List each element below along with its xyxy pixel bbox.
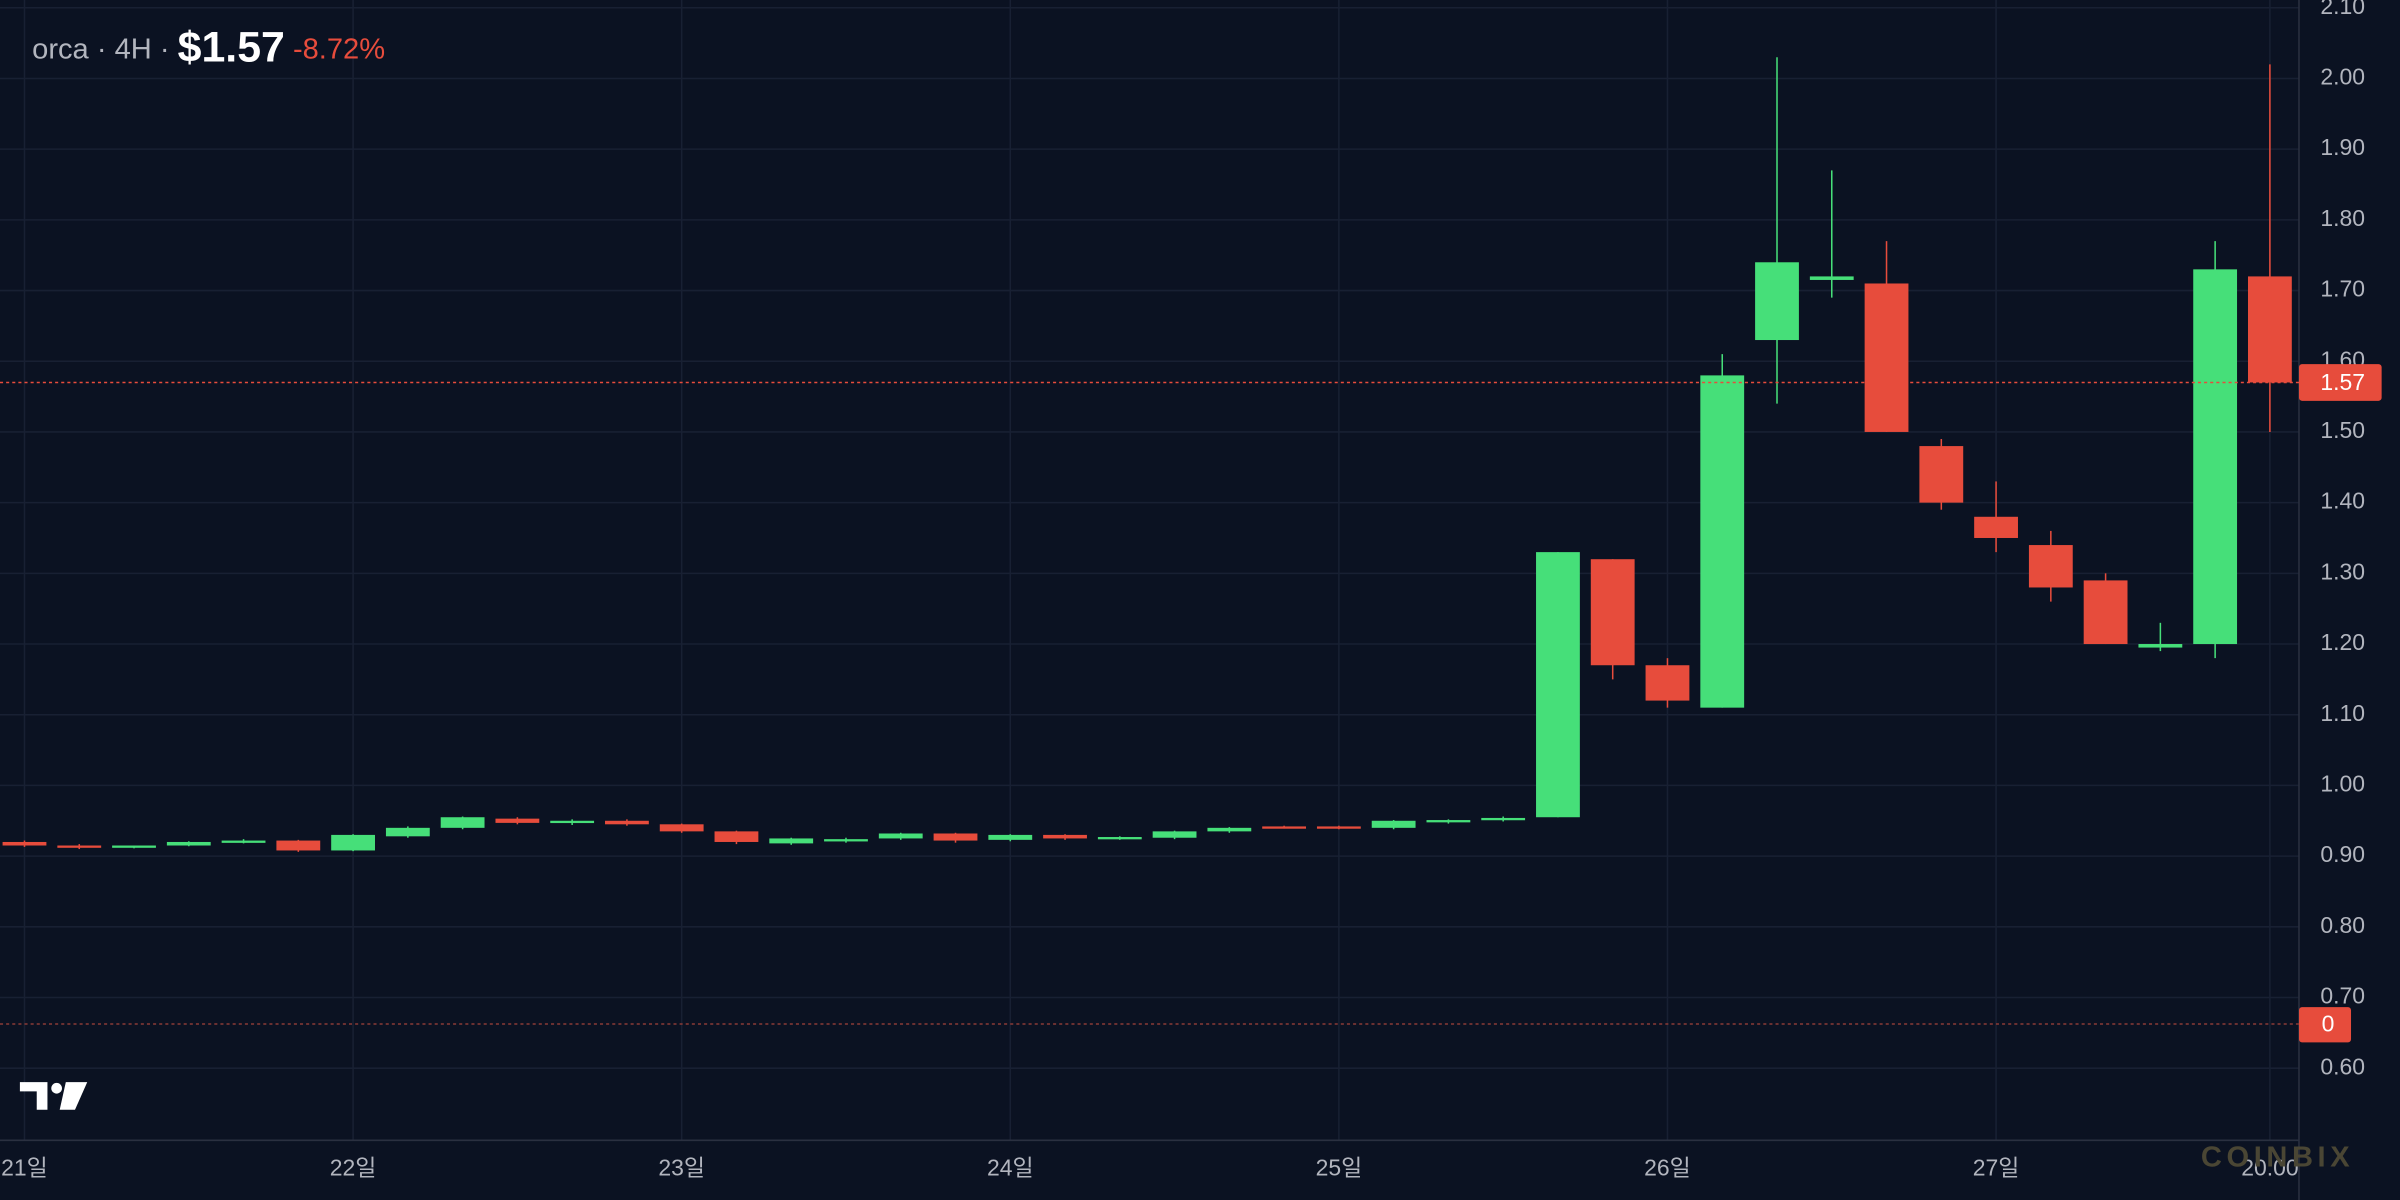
x-tick-label: 25일 (1316, 1154, 1363, 1180)
x-tick-label: 23일 (658, 1154, 705, 1180)
change: -8.72% (293, 33, 385, 65)
separator: · (97, 33, 107, 65)
last-price-label: 1.57 (2320, 369, 2365, 395)
candle-body (1207, 827, 1252, 832)
candle-body (714, 831, 759, 842)
candle-body (1316, 826, 1361, 829)
y-tick-label: 1.80 (2320, 205, 2365, 231)
candle-body (2, 841, 47, 846)
candle-body (2083, 580, 2128, 645)
candle-body (1426, 820, 1471, 823)
candle-body (2193, 269, 2238, 645)
y-tick-label: 1.10 (2320, 700, 2365, 726)
candle-body (221, 840, 266, 843)
volume-zero-badge (2298, 1007, 2352, 1043)
symbol: orca (32, 33, 89, 65)
y-tick-label: 2.00 (2320, 64, 2365, 90)
candle-body (1645, 665, 1690, 701)
candle-body (1919, 446, 1964, 503)
candles (2, 57, 2292, 852)
candle-body (385, 827, 430, 837)
candle-body (166, 841, 211, 846)
candle-body (1371, 820, 1416, 828)
candle-body (2138, 644, 2183, 648)
candle-body (769, 838, 814, 844)
y-tick-label: 1.50 (2320, 417, 2365, 443)
candle-body (824, 839, 868, 842)
candle-body (1481, 817, 1526, 821)
candle-body (331, 834, 375, 851)
y-tick-label: 0.80 (2320, 912, 2365, 938)
candle-body (550, 820, 595, 824)
separator: · (160, 33, 170, 65)
candle-body (440, 817, 485, 828)
candle-body (1097, 837, 1142, 840)
y-tick-label: 1.40 (2320, 488, 2365, 514)
last-price-badge (2298, 364, 2382, 401)
y-tick-label: 0.70 (2320, 983, 2365, 1009)
x-tick-label: 24일 (987, 1154, 1034, 1180)
chart-header: orca · 4H · $1.57 -8.72% (32, 24, 385, 72)
watermark: COINBIX (2201, 1141, 2354, 1173)
y-tick-label: 0.90 (2320, 841, 2365, 867)
candle-body (605, 820, 649, 825)
x-tick-label: 26일 (1644, 1154, 1691, 1180)
y-tick-label: 1.70 (2320, 276, 2365, 302)
candle-body (1152, 831, 1197, 838)
candle-body (2247, 276, 2292, 383)
candle-body (1043, 834, 1087, 839)
grid (0, 0, 2299, 1141)
candle-body (495, 818, 540, 823)
y-tick-label: 0.60 (2320, 1053, 2365, 1079)
y-tick-label: 2.10 (2320, 0, 2365, 19)
x-tick-label: 21일 (1, 1154, 48, 1180)
candle-body (1590, 559, 1635, 666)
candle-body (1700, 375, 1745, 708)
candle-body (57, 845, 102, 848)
candle-body (878, 833, 923, 839)
interval: 4H (115, 33, 152, 65)
price: $1.57 (178, 24, 285, 72)
y-tick-label: 1.90 (2320, 134, 2365, 160)
candle-body (112, 845, 156, 848)
candle-body (2028, 545, 2073, 588)
x-tick-label: 20:00 (2241, 1154, 2298, 1180)
tradingview-logo (19, 1082, 88, 1110)
candle-body (933, 833, 978, 841)
candle-body (1536, 552, 1580, 818)
y-tick-label: 1.30 (2320, 558, 2365, 584)
y-tick-label: 1.20 (2320, 629, 2365, 655)
candle-body (1974, 516, 2018, 538)
candle-body (1864, 283, 1909, 432)
candle-body (276, 840, 321, 851)
volume-zero-label: 0 (2322, 1011, 2335, 1037)
candle-body (1262, 826, 1307, 829)
candle-body (1755, 262, 1799, 341)
candle-body (988, 834, 1033, 840)
y-tick-label: 1.00 (2320, 770, 2365, 796)
x-axis: 21일 22일 23일 24일 25일 26일 27일 20:00 (1, 1154, 2298, 1180)
candle-body (1809, 276, 1854, 280)
x-tick-label: 27일 (1973, 1154, 2020, 1180)
x-tick-label: 22일 (330, 1154, 377, 1180)
candle-body (659, 824, 704, 832)
